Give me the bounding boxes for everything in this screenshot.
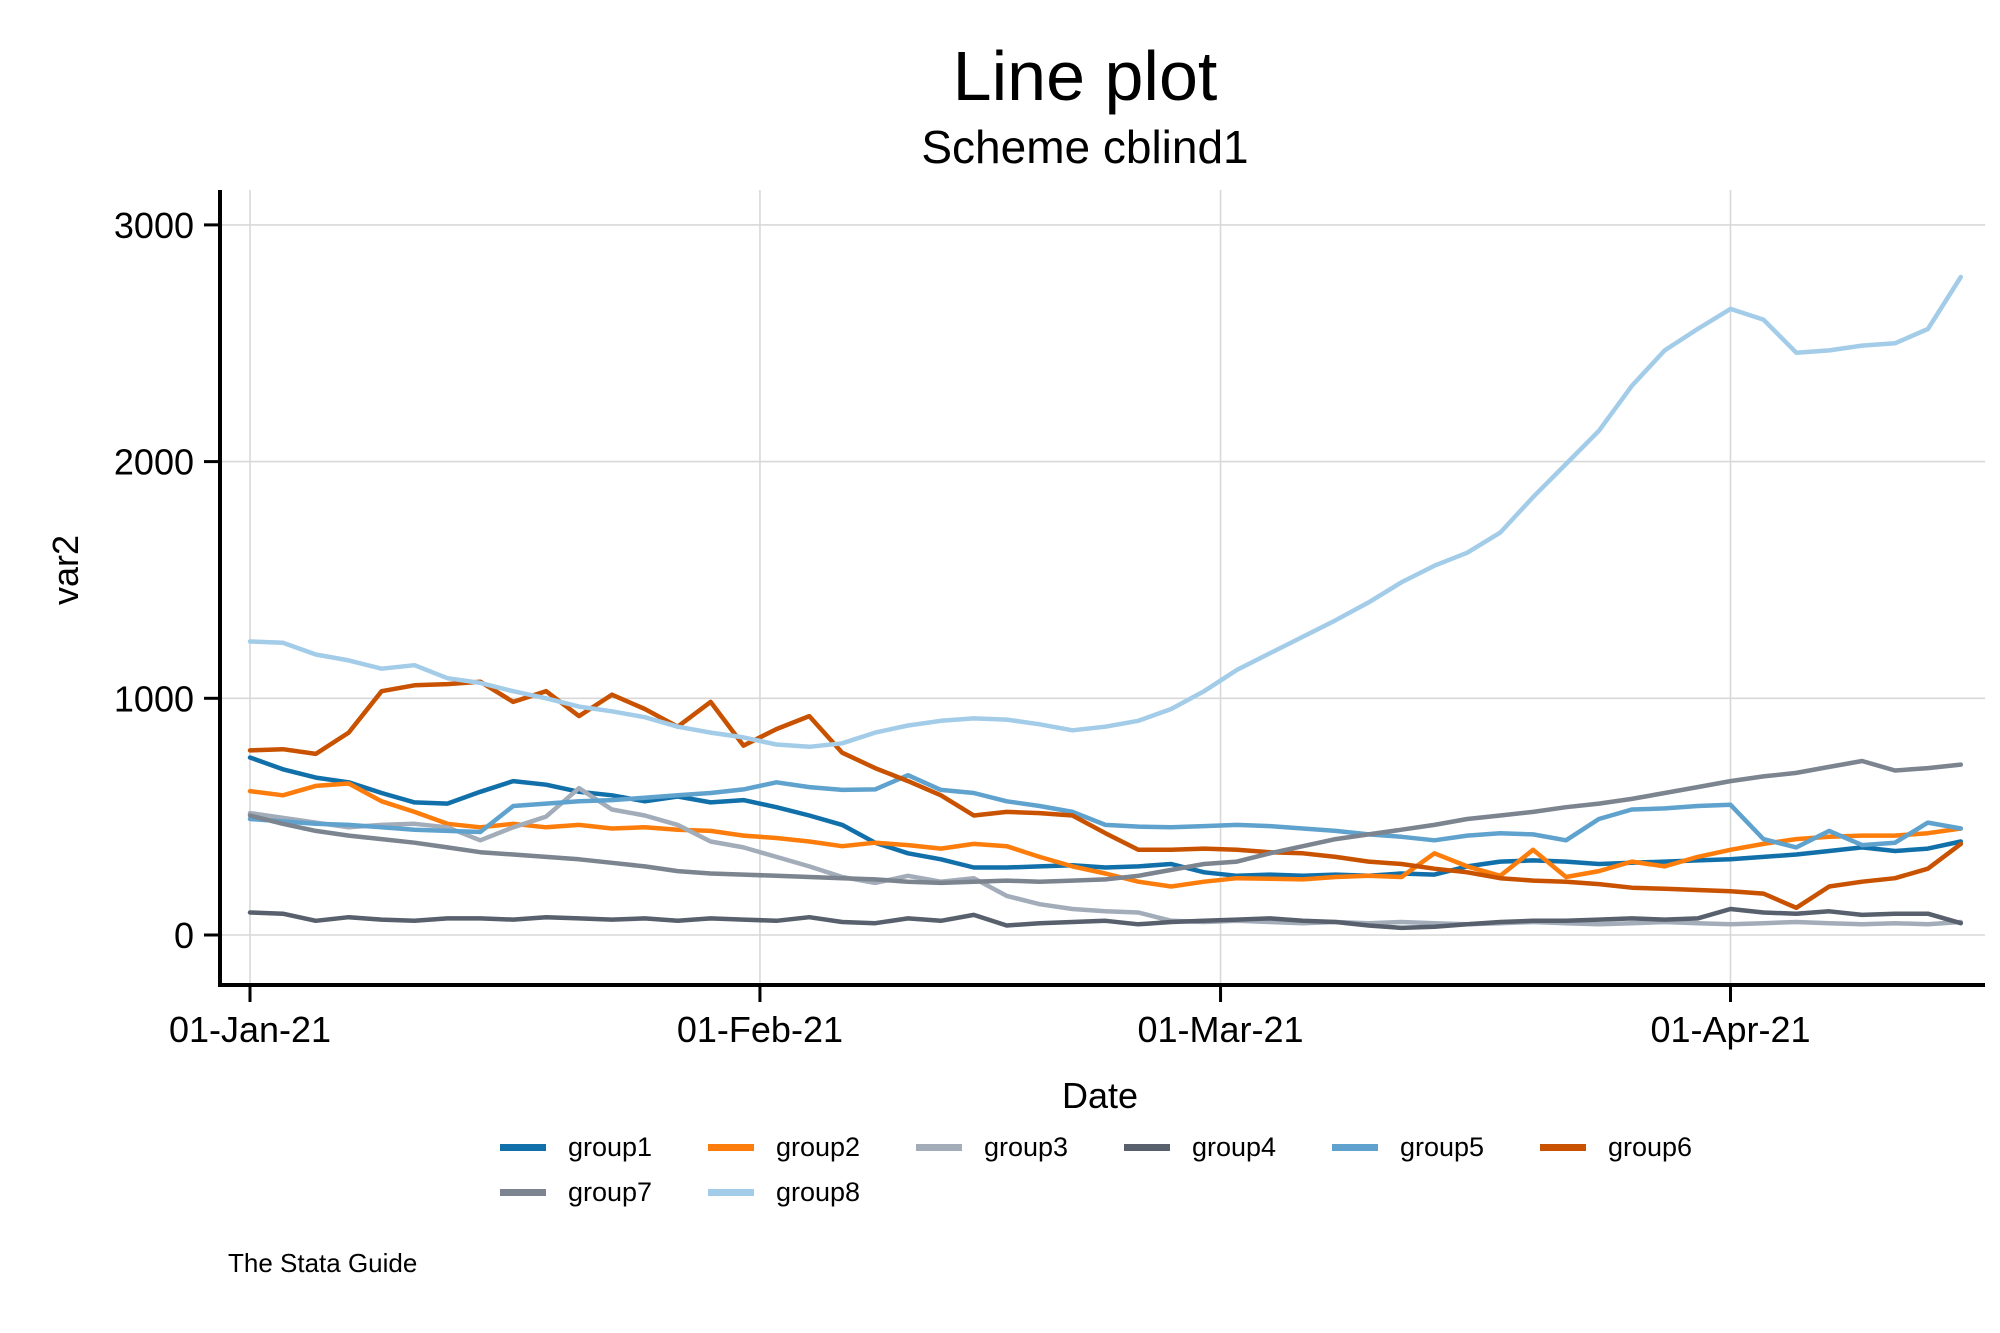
legend-label: group1 — [568, 1132, 653, 1162]
legend-swatch-group2 — [708, 1144, 754, 1151]
legend-item-group5: group5 — [1332, 1125, 1540, 1170]
legend-label: group4 — [1192, 1132, 1277, 1162]
line-group7 — [247, 758, 1964, 886]
x-axis-title: Date — [1062, 1075, 1138, 1116]
legend-label: group5 — [1400, 1132, 1485, 1162]
legend-label: group8 — [776, 1177, 861, 1207]
legend-item-group1: group1 — [500, 1125, 708, 1170]
series-layer — [247, 274, 1964, 931]
line-group3 — [247, 785, 1964, 927]
legend-item-group6: group6 — [1540, 1125, 1748, 1170]
y-tick-label: 3000 — [114, 205, 194, 246]
chart-title: Line plot — [953, 37, 1218, 115]
legend-swatch-group3 — [916, 1144, 962, 1151]
y-tick-label: 0 — [174, 915, 194, 956]
legend-label: group2 — [776, 1132, 861, 1162]
legend-swatch-group4 — [1124, 1144, 1170, 1151]
legend-swatch-group8 — [708, 1189, 754, 1196]
legend-swatch-group1 — [500, 1144, 546, 1151]
legend-swatch-group6 — [1540, 1144, 1586, 1151]
line-group8 — [247, 274, 1964, 750]
line-group4 — [247, 906, 1964, 931]
chart-subtitle: Scheme cblind1 — [921, 121, 1248, 173]
legend-swatch-group7 — [500, 1189, 546, 1196]
x-tick-label: 01-Mar-21 — [1138, 1009, 1304, 1050]
line-group1 — [247, 755, 1964, 879]
line-group5 — [247, 772, 1964, 850]
grid-layer — [220, 190, 1985, 985]
legend-label: group3 — [984, 1132, 1069, 1162]
line-group2 — [247, 781, 1964, 889]
x-tick-label: 01-Feb-21 — [677, 1009, 843, 1050]
legend-item-group2: group2 — [708, 1125, 916, 1170]
legend-label: group7 — [568, 1177, 653, 1207]
legend-item-group7: group7 — [500, 1170, 708, 1215]
x-tick-label: 01-Jan-21 — [169, 1009, 331, 1050]
legend-label: group6 — [1608, 1132, 1693, 1162]
legend-swatch-group5 — [1332, 1144, 1378, 1151]
label-layer: Line plot Scheme cblind1 var2 Date The S… — [45, 37, 1249, 1278]
legend: group1 group2 group3 group4 group5 group6 grou… — [500, 1125, 1760, 1215]
axis-layer: 0 1000 2000 3000 01-Jan-21 01-Feb-21 01-Mar-21… — [114, 190, 1985, 1050]
legend-item-group4: group4 — [1124, 1125, 1332, 1170]
y-tick-label: 1000 — [114, 678, 194, 719]
y-axis-title: var2 — [45, 535, 86, 605]
y-tick-label: 2000 — [114, 442, 194, 483]
legend-item-group8: group8 — [708, 1170, 916, 1215]
legend-item-group3: group3 — [916, 1125, 1124, 1170]
x-tick-label: 01-Apr-21 — [1650, 1009, 1810, 1050]
watermark-text: The Stata Guide — [228, 1248, 417, 1278]
